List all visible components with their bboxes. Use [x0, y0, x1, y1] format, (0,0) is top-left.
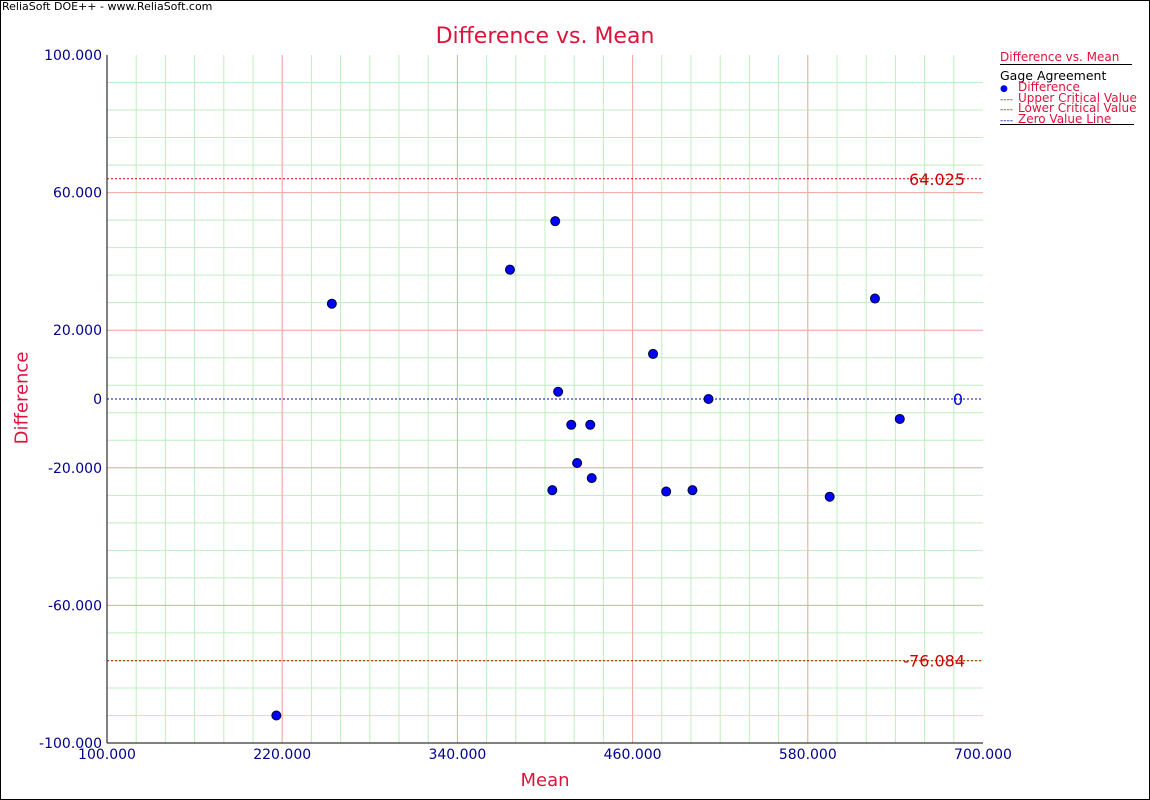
x-tick-label: 220.000	[253, 747, 311, 763]
legend-item-upper-critical: ---- Upper Critical Value	[1000, 90, 1140, 105]
x-tick-label: 700.000	[954, 747, 1012, 763]
legend-item-label: Lower Critical Value	[1018, 101, 1137, 115]
data-point	[504, 264, 515, 275]
data-point	[869, 293, 880, 304]
legend-item-zero-line: ---- Zero Value Line	[1000, 111, 1134, 126]
data-point	[648, 348, 659, 359]
data-point	[572, 457, 583, 468]
y-tick-label: -20.000	[48, 461, 102, 477]
legend-blue-dash-icon: ----	[1000, 115, 1013, 126]
data-point	[547, 485, 558, 496]
legend-item-lower-critical: ---- Lower Critical Value	[1000, 101, 1140, 115]
lower-critical-label: -76.084	[903, 652, 965, 671]
zero-value-label: 0	[953, 390, 963, 409]
y-tick-label: 100.000	[44, 48, 102, 64]
legend-subheader: Gage Agreement	[1000, 68, 1107, 83]
legend-item-label: Zero Value Line	[1018, 111, 1112, 126]
data-point	[585, 419, 596, 430]
x-tick-label: 580.000	[779, 747, 837, 763]
x-tick-label: 460.000	[604, 747, 662, 763]
data-point	[824, 491, 835, 502]
data-point	[703, 394, 714, 404]
y-tick-label: 20.000	[53, 323, 102, 339]
y-tick-label: 60.000	[53, 186, 102, 202]
x-axis-label: Mean	[520, 770, 570, 791]
y-tick-label: 0	[93, 392, 102, 408]
legend-header: Difference vs. Mean	[1000, 51, 1132, 65]
legend-red-dash-icon: ----	[1000, 94, 1013, 105]
legend-marker-icon: ●	[1000, 84, 1008, 94]
data-point	[550, 216, 561, 227]
data-point	[553, 386, 564, 397]
data-point	[326, 298, 337, 309]
chart-title: Difference vs. Mean	[435, 24, 655, 49]
data-point	[566, 419, 577, 430]
upper-critical-label: 64.025	[909, 170, 965, 189]
data-point	[586, 473, 597, 484]
legend-red-dash-icon: ----	[1000, 105, 1013, 115]
data-point	[661, 486, 672, 497]
legend-item-label: Upper Critical Value	[1018, 90, 1137, 105]
x-tick-label: 340.000	[428, 747, 486, 763]
x-tick-label: 100.000	[78, 747, 136, 763]
y-tick-label: -100.000	[39, 736, 102, 752]
watermark-text: ReliaSoft DOE++ - www.ReliaSoft.com	[2, 0, 213, 13]
data-point	[687, 485, 698, 496]
data-point	[271, 710, 282, 721]
data-point	[894, 413, 905, 424]
legend-item-label: Difference	[1018, 80, 1080, 94]
y-tick-label: -60.000	[48, 598, 102, 614]
legend-item-difference: ● Difference	[1000, 80, 1140, 94]
legend: Difference vs. Mean Gage Agreement ● Diff…	[1000, 51, 1140, 126]
